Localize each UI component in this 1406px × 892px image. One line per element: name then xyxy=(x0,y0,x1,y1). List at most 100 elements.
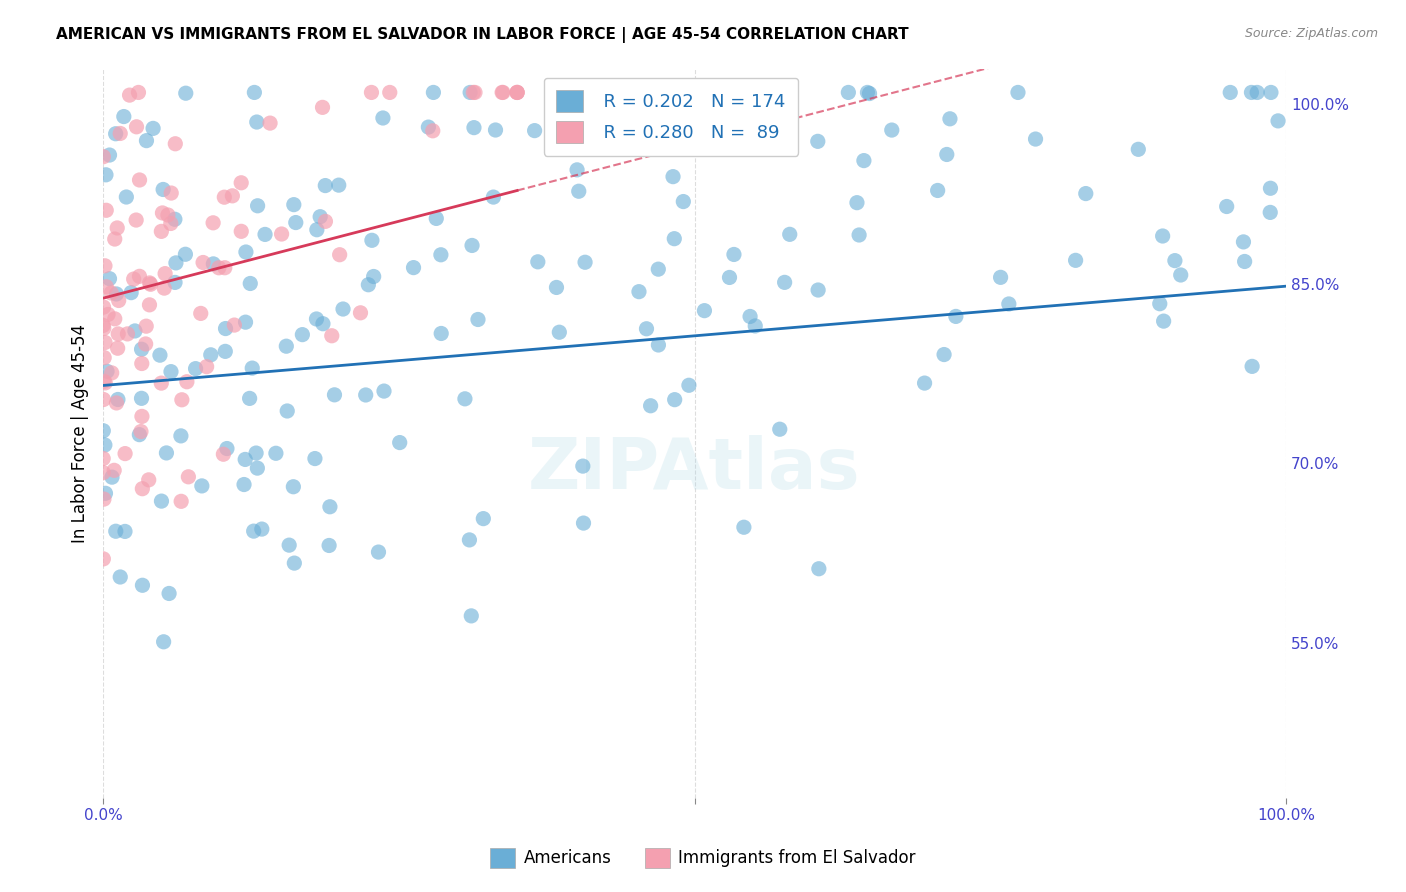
Point xyxy=(311,100,333,114)
Point xyxy=(848,227,870,242)
Point xyxy=(998,297,1021,311)
Point xyxy=(284,215,307,229)
Point xyxy=(319,500,342,514)
Point xyxy=(664,392,686,407)
Point xyxy=(664,232,686,246)
Point xyxy=(572,459,595,474)
Point xyxy=(927,184,949,198)
Point xyxy=(153,267,176,281)
Point xyxy=(305,223,328,237)
Point xyxy=(506,86,529,100)
Point xyxy=(91,466,114,480)
Point xyxy=(112,110,135,124)
Point xyxy=(93,351,115,365)
Point xyxy=(914,376,936,390)
Point xyxy=(769,422,792,436)
Point xyxy=(574,255,596,269)
Point xyxy=(565,162,588,177)
Point xyxy=(744,318,766,333)
Y-axis label: In Labor Force | Age 45-54: In Labor Force | Age 45-54 xyxy=(72,324,89,543)
Point xyxy=(214,344,236,359)
Point xyxy=(104,232,127,246)
Point xyxy=(1219,86,1241,100)
Point xyxy=(1232,235,1254,249)
Point xyxy=(93,392,115,407)
Point xyxy=(93,150,115,164)
Point xyxy=(94,259,117,273)
Point xyxy=(678,378,700,392)
Point xyxy=(152,206,174,220)
Point xyxy=(163,276,186,290)
Point xyxy=(150,494,173,508)
Point xyxy=(96,203,118,218)
Point xyxy=(460,608,482,623)
Point xyxy=(329,248,352,262)
Point xyxy=(548,325,571,339)
Point xyxy=(250,522,273,536)
Point xyxy=(647,262,669,277)
Point xyxy=(159,217,181,231)
Legend:   R = 0.202   N = 174,   R = 0.280   N =  89: R = 0.202 N = 174, R = 0.280 N = 89 xyxy=(544,78,799,156)
Point xyxy=(246,115,269,129)
Legend: Americans, Immigrants from El Salvador: Americans, Immigrants from El Salvador xyxy=(484,841,922,875)
Point xyxy=(138,473,160,487)
Point xyxy=(422,86,444,100)
Point xyxy=(212,447,235,461)
Point xyxy=(718,270,741,285)
Point xyxy=(323,388,346,402)
Point xyxy=(733,520,755,534)
Point xyxy=(1153,314,1175,328)
Text: Source: ZipAtlas.com: Source: ZipAtlas.com xyxy=(1244,27,1378,40)
Point xyxy=(1258,205,1281,219)
Point xyxy=(1215,200,1237,214)
Point xyxy=(314,178,336,193)
Point xyxy=(779,227,801,242)
Point xyxy=(214,260,236,275)
Point xyxy=(152,182,174,196)
Point xyxy=(150,224,173,238)
Point xyxy=(357,277,380,292)
Point xyxy=(107,392,129,407)
Point xyxy=(349,306,371,320)
Point xyxy=(131,409,153,424)
Point xyxy=(233,477,256,491)
Point xyxy=(458,86,481,100)
Point xyxy=(124,324,146,338)
Point xyxy=(807,562,830,576)
Point xyxy=(96,364,118,378)
Point xyxy=(856,86,879,100)
Point xyxy=(463,86,485,100)
Point xyxy=(110,570,132,584)
Point xyxy=(128,173,150,187)
Point xyxy=(131,392,153,406)
Point xyxy=(1170,268,1192,282)
Point xyxy=(128,427,150,442)
Point xyxy=(858,87,880,101)
Point xyxy=(332,301,354,316)
Point xyxy=(276,339,298,353)
Point xyxy=(572,516,595,530)
Point xyxy=(160,365,183,379)
Point xyxy=(568,184,591,198)
Point xyxy=(321,328,343,343)
Point xyxy=(165,256,187,270)
Point xyxy=(1007,86,1029,100)
Point xyxy=(120,285,142,300)
Point xyxy=(221,189,243,203)
Point xyxy=(114,447,136,461)
Point xyxy=(131,343,153,357)
Point xyxy=(523,123,546,137)
Point xyxy=(122,272,145,286)
Point xyxy=(704,129,727,144)
Point xyxy=(254,227,277,242)
Point xyxy=(149,348,172,362)
Point xyxy=(492,86,515,100)
Point xyxy=(242,524,264,538)
Point xyxy=(640,399,662,413)
Point xyxy=(200,348,222,362)
Point xyxy=(235,245,257,260)
Point xyxy=(131,357,153,371)
Point xyxy=(246,199,269,213)
Point xyxy=(195,359,218,374)
Point xyxy=(115,190,138,204)
